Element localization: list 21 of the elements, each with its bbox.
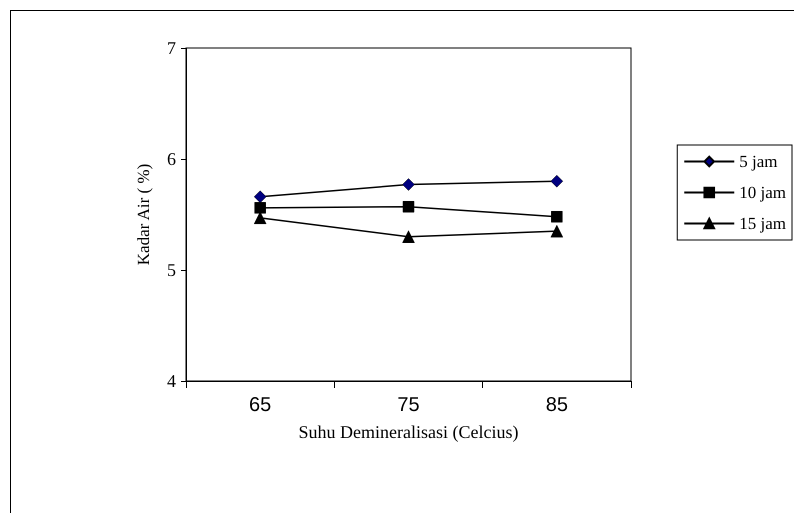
x-axis-title: Suhu Demineralisasi (Celcius)	[298, 422, 518, 442]
legend-label: 10 jam	[739, 183, 786, 202]
point	[550, 174, 564, 188]
y-tick-label: 4	[167, 371, 176, 391]
point	[254, 190, 266, 203]
x-tick-label: 65	[249, 394, 272, 416]
point	[402, 200, 414, 212]
point	[551, 210, 563, 222]
point	[254, 212, 266, 224]
point	[402, 230, 415, 243]
legend-label: 5 jam	[739, 152, 778, 171]
point	[254, 202, 266, 214]
y-tick-label: 5	[167, 260, 176, 280]
y-tick-label: 6	[167, 149, 176, 169]
point	[550, 224, 564, 238]
legend-label: 15 jam	[739, 214, 786, 233]
y-tick-label: 7	[167, 38, 176, 58]
x-tick-label: 75	[397, 394, 420, 416]
y-axis-title: Kadar Air ( %)	[134, 164, 153, 266]
point	[402, 178, 415, 191]
x-tick-label: 85	[546, 394, 568, 416]
